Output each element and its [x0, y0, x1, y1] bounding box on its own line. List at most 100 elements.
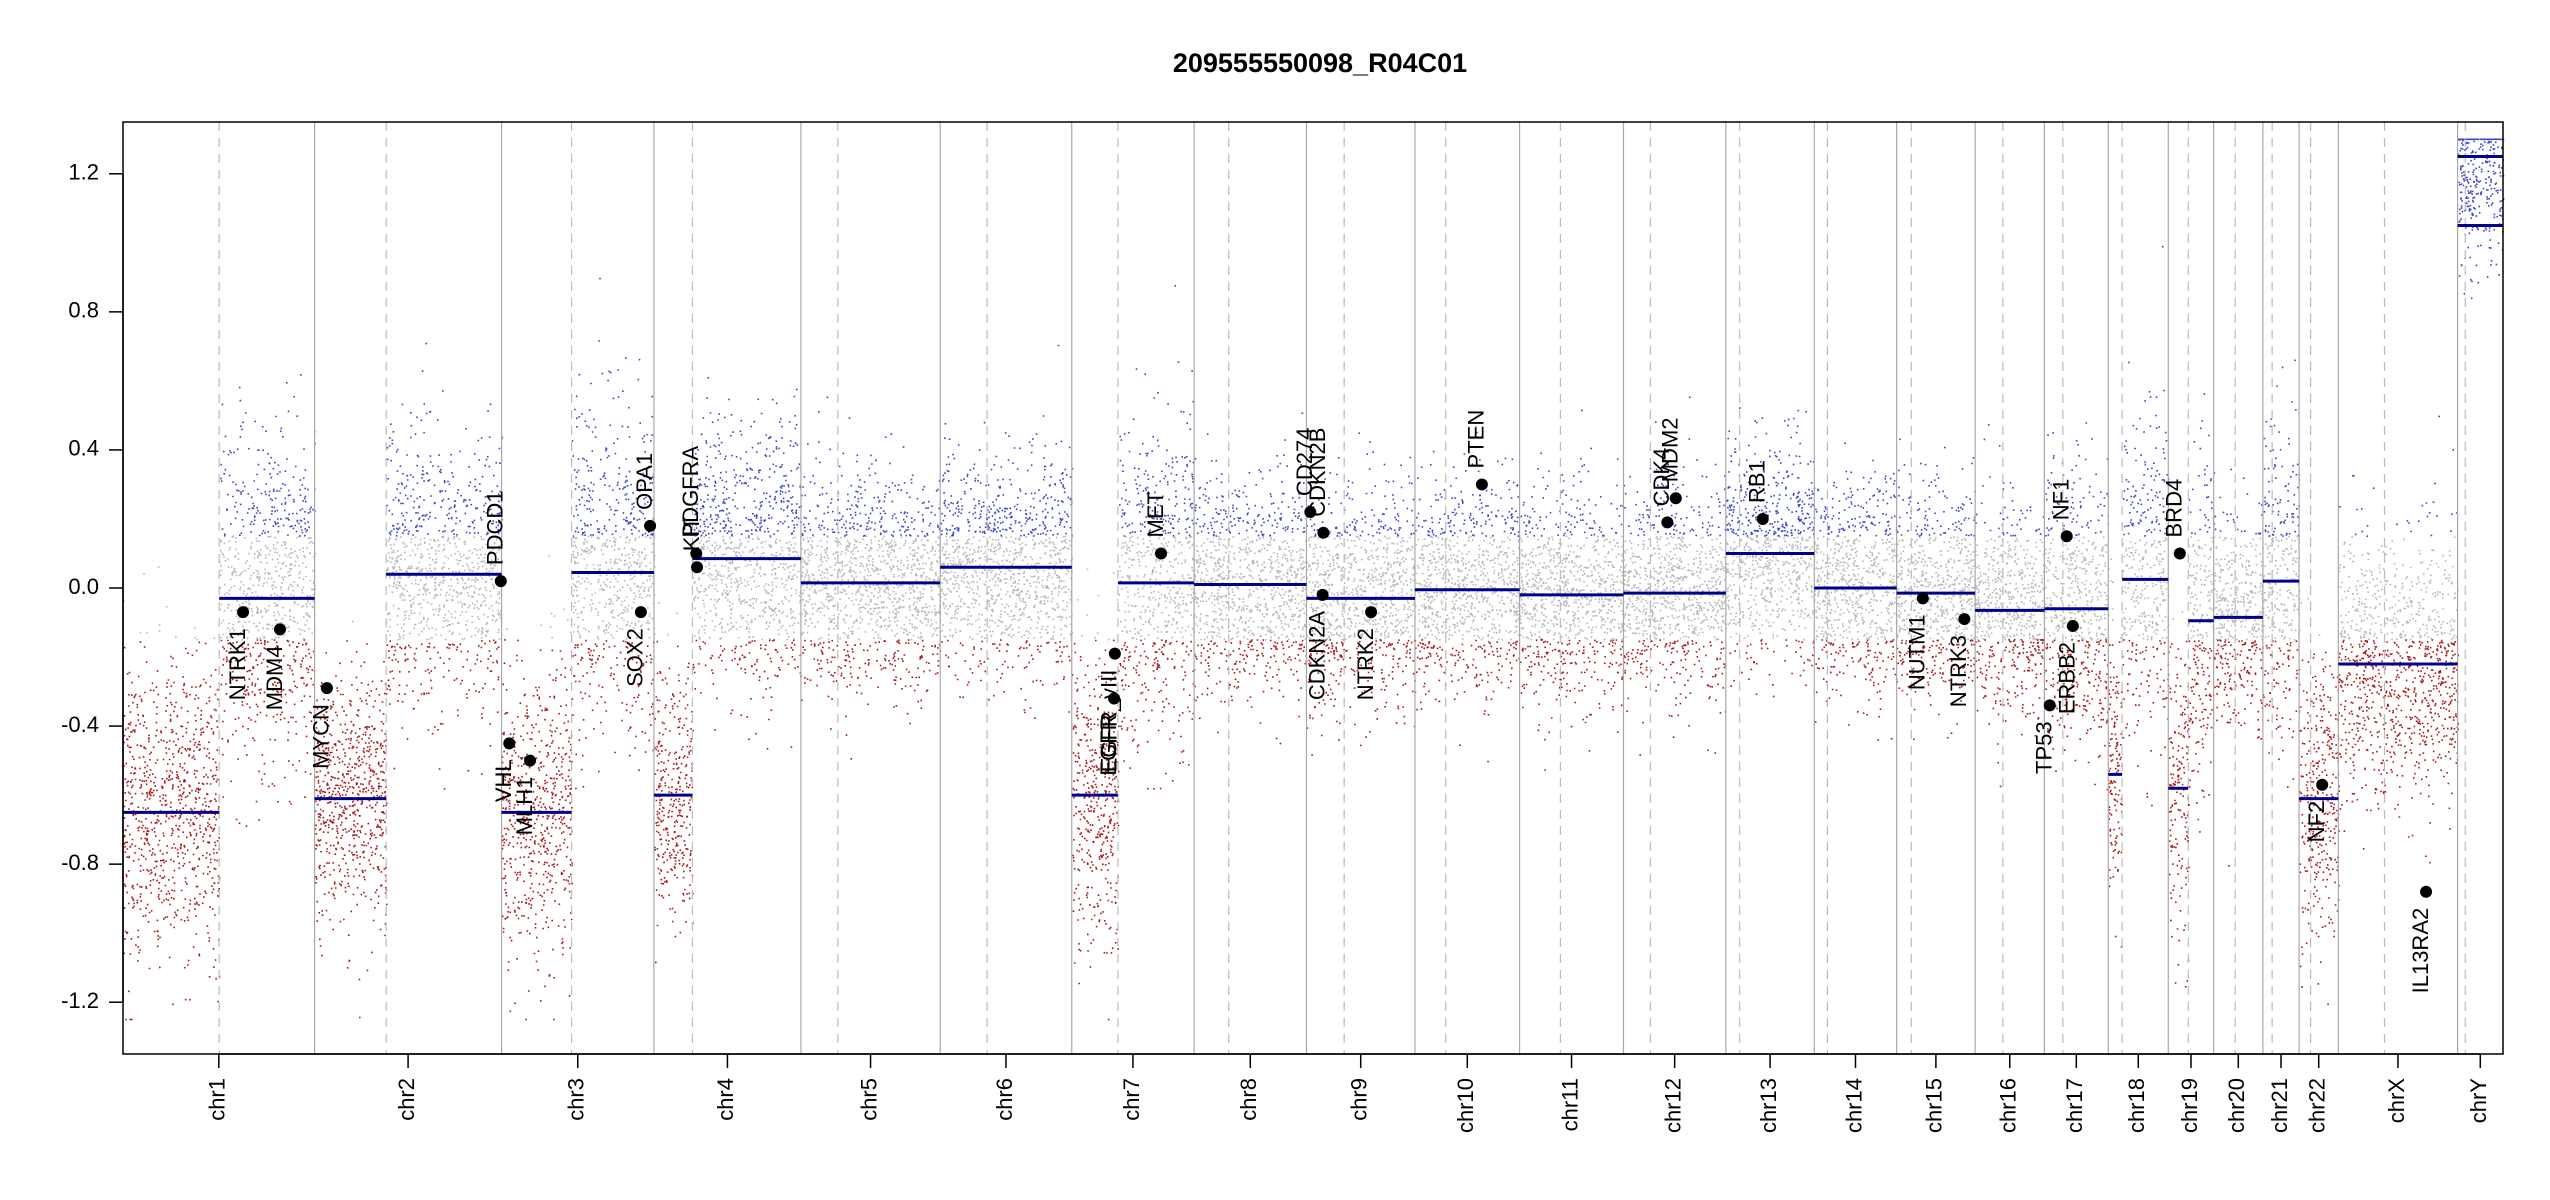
gene-label-RB1: RB1 — [1745, 460, 1770, 503]
gene-label-NF2: NF2 — [2304, 801, 2329, 843]
probe-dots-chr20 — [2214, 468, 2263, 535]
x-tick-label-chr15: chr15 — [1922, 1078, 1947, 1133]
probe-dots-chr7 — [1076, 535, 1196, 641]
probe-dots-chr17 — [2044, 639, 2110, 791]
gene-label-IL13RA2: IL13RA2 — [2408, 908, 2433, 994]
x-tick-label-chr20: chr20 — [2224, 1078, 2249, 1133]
probe-dots-chr3 — [506, 535, 656, 640]
probe-dots-chr2 — [351, 535, 504, 641]
probe-dots-chr13 — [1729, 639, 1815, 698]
probe-dots-chr5 — [801, 396, 941, 537]
x-tick-label-chr18: chr18 — [2124, 1078, 2149, 1133]
y-tick-label: 0.0 — [68, 574, 99, 599]
probe-dots-chr15 — [1896, 438, 1976, 537]
probe-dots-chr16 — [1975, 424, 2045, 537]
gene-dot-PDGFRA — [690, 547, 703, 560]
probe-dots-chr19 — [2168, 640, 2215, 988]
x-tick-label-chr17: chr17 — [2062, 1078, 2087, 1133]
y-tick-label: -0.8 — [61, 850, 99, 875]
probe-dots-chr5 — [801, 535, 942, 641]
y-tick-label: -1.2 — [61, 988, 99, 1013]
probe-dots-chr12 — [1623, 639, 1727, 756]
probe-dots-chr8 — [1194, 535, 1308, 641]
probe-dots-chr12 — [1624, 396, 1727, 537]
probe-dots-chr13 — [1726, 535, 1816, 641]
probe-dots-chr12 — [1623, 535, 1728, 641]
x-tick-label-chr14: chr14 — [1841, 1078, 1866, 1133]
probe-dots-chr11 — [1519, 535, 1625, 641]
probe-dots-chr10 — [1415, 639, 1520, 763]
gene-dot-ERBB2 — [2066, 619, 2079, 632]
gene-dot-NUTM1 — [1916, 592, 1929, 605]
probe-dots-chr18 — [2110, 537, 2170, 641]
gene-label-MDM4: MDM4 — [262, 645, 287, 710]
gene-dot-OPA1 — [644, 519, 657, 532]
x-tick-label-chr1: chr1 — [205, 1078, 230, 1121]
gene-label-NF1: NF1 — [2049, 479, 2074, 521]
gene-label-NTRK3: NTRK3 — [1946, 635, 1971, 707]
probe-dots-chrX — [2339, 415, 2458, 537]
x-tick-label-chr13: chr13 — [1756, 1078, 1781, 1133]
probe-dots-chr1 — [123, 639, 316, 1021]
gene-label-NTRK1: NTRK1 — [225, 628, 250, 700]
gene-label-MET: MET — [1143, 491, 1168, 537]
probe-dots-chr22 — [2300, 585, 2339, 636]
gene-dot-SOX2 — [634, 606, 647, 619]
probe-dots-chr11 — [1519, 639, 1624, 771]
gene-label-MDM2: MDM2 — [1658, 417, 1683, 482]
x-axis: chr1 chr2 chr3 chr4 chr5 chr6 chr7 chr8 chr9 chr1… — [205, 1053, 2491, 1133]
x-tick-label-chr12: chr12 — [1660, 1078, 1685, 1133]
gene-dot-MDM2 — [1669, 492, 1682, 505]
probe-dots-chr6 — [941, 639, 1073, 719]
x-tick-label-chrY: chrY — [2466, 1078, 2491, 1124]
gene-dot-NTRK2 — [1365, 606, 1378, 619]
probe-dots-chr18 — [2108, 639, 2170, 948]
probe-dots-chr8 — [1194, 639, 1308, 745]
gene-dot-MDM4 — [273, 623, 286, 636]
y-tick-label: 0.4 — [68, 436, 99, 461]
gene-label-PDCD1: PDCD1 — [483, 491, 508, 566]
probe-dots-chr11 — [1520, 409, 1625, 537]
gene-label-EGFR_vIII: EGFR_vIII — [1097, 670, 1122, 773]
probe-dots-chr4 — [693, 377, 802, 537]
probe-dots-chr6 — [940, 344, 1074, 537]
x-tick-label-chr3: chr3 — [564, 1078, 589, 1121]
x-tick-label-chr10: chr10 — [1453, 1078, 1478, 1133]
gene-label-OPA1: OPA1 — [632, 453, 657, 510]
gene-dot-VHL — [503, 737, 516, 750]
probe-dots-chr9 — [1307, 432, 1415, 537]
x-tick-label-chr21: chr21 — [2267, 1078, 2292, 1133]
gene-label-KIT: KIT — [679, 517, 704, 551]
probe-dots-chrY — [2457, 138, 2505, 300]
x-tick-label-chrX: chrX — [2384, 1078, 2409, 1124]
gene-label-CDK4: CDK4 — [1649, 448, 1674, 507]
probe-dots-chr6 — [940, 535, 1074, 640]
x-tick-label-chr16: chr16 — [1996, 1078, 2021, 1133]
probe-dots-chr20 — [2213, 639, 2265, 867]
gene-dot-CD274 — [1304, 506, 1317, 519]
gene-label-PDGFRA: PDGFRA — [678, 445, 703, 537]
probe-dots-chr21 — [2263, 535, 2301, 641]
probe-dots-chr8 — [1194, 412, 1308, 537]
probe-dots-chr21 — [2263, 359, 2301, 537]
gene-dot-CDKN2A — [1316, 588, 1329, 601]
probe-dots-chr19 — [2188, 393, 2216, 535]
gene-label-VHL: VHL — [491, 759, 516, 802]
x-tick-label-chr11: chr11 — [1557, 1078, 1582, 1131]
gene-dot-TP53 — [2043, 699, 2056, 712]
gene-dot-NTRK3 — [1958, 613, 1971, 626]
gene-dot-BRD4 — [2173, 547, 2186, 560]
x-tick-label-chr7: chr7 — [1119, 1078, 1144, 1121]
x-tick-label-chr22: chr22 — [2305, 1078, 2330, 1133]
gene-dot-EGFR_vIII — [1108, 647, 1121, 660]
gene-label-CDKN2A: CDKN2A — [1304, 611, 1329, 701]
probe-dots-chr17 — [2045, 422, 2110, 537]
gene-dot-NF1 — [2060, 530, 2073, 543]
gene-dot-PDCD1 — [494, 575, 507, 588]
gene-dot-KIT — [691, 561, 704, 574]
probe-dots-chr17 — [2044, 536, 2110, 641]
probe-dots-chr7 — [1119, 285, 1195, 537]
probe-dots-chr1 — [220, 374, 316, 537]
gene-label-MYCN: MYCN — [309, 704, 334, 769]
